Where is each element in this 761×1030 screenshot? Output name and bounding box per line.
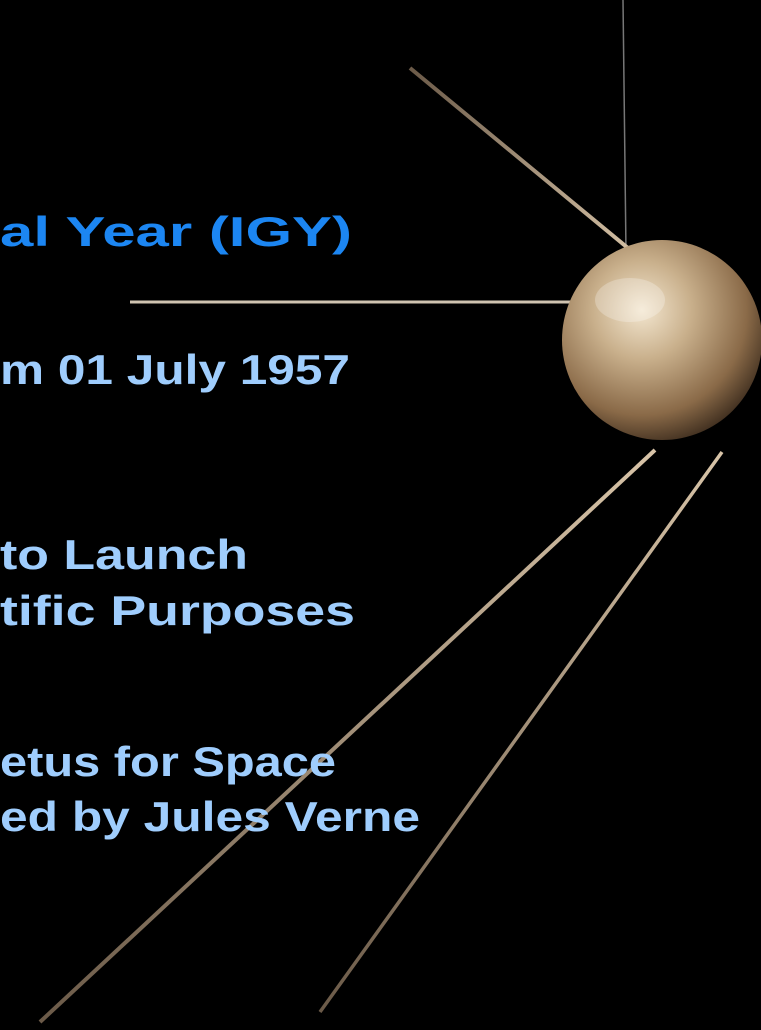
slide-line: etus for Space <box>0 738 336 785</box>
background <box>0 0 761 1030</box>
slide-line: to Launch <box>0 531 248 578</box>
slide: al Year (IGY) m 01 July 1957 to Launch t… <box>0 0 761 1030</box>
slide-line: m 01 July 1957 <box>0 346 350 393</box>
slide-line: tific Purposes <box>0 587 355 634</box>
slide-line: al Year (IGY) <box>0 208 352 255</box>
slide-line: ed by Jules Verne <box>0 793 420 840</box>
